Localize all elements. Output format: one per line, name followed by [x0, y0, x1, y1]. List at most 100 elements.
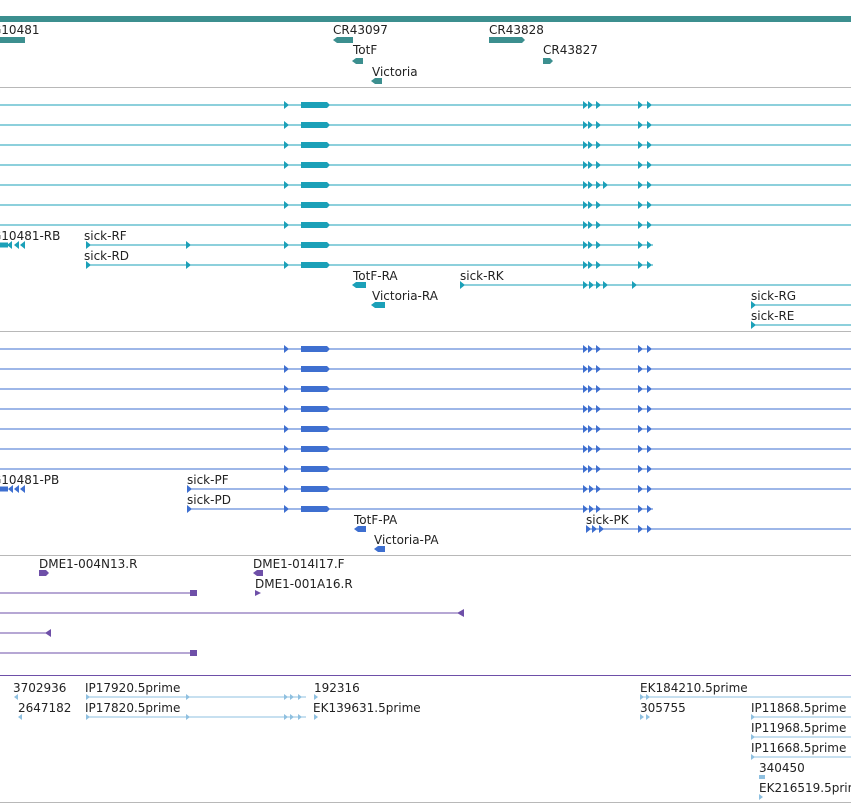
- protein-block[interactable]: [0, 486, 8, 492]
- exon-arrow[interactable]: [86, 714, 90, 720]
- coding-exon[interactable]: [301, 262, 330, 268]
- exon-arrow[interactable]: [638, 221, 643, 229]
- exon-arrow[interactable]: [596, 181, 601, 189]
- exon-arrow[interactable]: [751, 714, 755, 720]
- exon-arrow[interactable]: [596, 385, 601, 393]
- exon-arrow[interactable]: [284, 141, 289, 149]
- est-label[interactable]: IP11868.5prime: [751, 701, 847, 715]
- exon-arrow[interactable]: [647, 505, 652, 513]
- clone-glyph[interactable]: [39, 570, 49, 576]
- exon-arrow[interactable]: [290, 714, 294, 720]
- exon-arrow[interactable]: [583, 181, 588, 189]
- exon-arrow[interactable]: [638, 465, 643, 473]
- exon-arrow[interactable]: [596, 505, 601, 513]
- exon-arrow[interactable]: [596, 141, 601, 149]
- exon-arrow[interactable]: [588, 465, 593, 473]
- exon-arrow[interactable]: [583, 101, 588, 109]
- exon-arrow[interactable]: [588, 261, 593, 269]
- exon-arrow[interactable]: [186, 241, 191, 249]
- exon-arrow[interactable]: [647, 445, 652, 453]
- exon-arrow[interactable]: [596, 201, 601, 209]
- transcript-label[interactable]: sick-RD: [84, 249, 130, 263]
- exon-arrow[interactable]: [583, 405, 588, 413]
- coding-exon[interactable]: [301, 222, 330, 228]
- exon-arrow[interactable]: [14, 241, 19, 249]
- coding-exon[interactable]: [301, 406, 330, 412]
- exon-arrow[interactable]: [284, 694, 288, 700]
- exon-arrow[interactable]: [583, 121, 588, 129]
- exon-arrow[interactable]: [86, 241, 91, 249]
- exon-arrow[interactable]: [588, 121, 593, 129]
- protein-label[interactable]: sick-PD: [187, 493, 231, 507]
- exon-arrow[interactable]: [20, 485, 25, 493]
- exon-arrow[interactable]: [647, 241, 652, 249]
- coding-exon[interactable]: [301, 366, 330, 372]
- exon-arrow[interactable]: [647, 261, 652, 269]
- exon-arrow[interactable]: [638, 385, 643, 393]
- protein-label[interactable]: G10481-PB: [0, 473, 60, 487]
- exon-arrow[interactable]: [186, 694, 190, 700]
- exon-arrow[interactable]: [647, 365, 652, 373]
- exon-arrow[interactable]: [646, 694, 650, 700]
- exon-arrow[interactable]: [603, 181, 608, 189]
- exon-arrow[interactable]: [583, 425, 588, 433]
- exon-arrow[interactable]: [583, 445, 588, 453]
- clone-end[interactable]: [457, 609, 464, 617]
- clone-glyph[interactable]: [253, 570, 263, 576]
- exon-arrow[interactable]: [284, 345, 289, 353]
- coding-exon[interactable]: [301, 446, 330, 452]
- exon-arrow[interactable]: [588, 241, 593, 249]
- exon-arrow[interactable]: [583, 485, 588, 493]
- exon-arrow[interactable]: [638, 485, 643, 493]
- coding-exon[interactable]: [301, 142, 330, 148]
- exon-arrow[interactable]: [583, 385, 588, 393]
- est-label[interactable]: EK216519.5prime: [759, 781, 851, 795]
- exon-arrow[interactable]: [583, 365, 588, 373]
- exon-arrow[interactable]: [314, 694, 318, 700]
- exon-arrow[interactable]: [187, 485, 192, 493]
- exon-arrow[interactable]: [647, 121, 652, 129]
- exon-arrow[interactable]: [632, 281, 637, 289]
- exon-arrow[interactable]: [583, 161, 588, 169]
- protein-label[interactable]: TotF-PA: [354, 513, 398, 527]
- exon-arrow[interactable]: [751, 734, 755, 740]
- transcript-label[interactable]: Victoria-RA: [372, 289, 438, 303]
- coding-exon[interactable]: [301, 102, 330, 108]
- exon-arrow[interactable]: [583, 261, 588, 269]
- est-label[interactable]: 305755: [640, 701, 686, 715]
- exon-arrow[interactable]: [284, 241, 289, 249]
- protein-label[interactable]: Victoria-PA: [374, 533, 439, 547]
- exon-arrow[interactable]: [284, 465, 289, 473]
- exon-arrow[interactable]: [186, 714, 190, 720]
- transcript-label[interactable]: TotF-RA: [353, 269, 398, 283]
- exon-arrow[interactable]: [583, 465, 588, 473]
- transcript-label[interactable]: G10481-RB: [0, 229, 61, 243]
- exon-arrow[interactable]: [596, 281, 601, 289]
- est-label[interactable]: IP11968.5prime: [751, 721, 847, 735]
- gene-label[interactable]: Victoria: [372, 65, 418, 79]
- exon-arrow[interactable]: [7, 241, 12, 249]
- exon-arrow[interactable]: [588, 365, 593, 373]
- transcript-glyph[interactable]: [371, 302, 385, 308]
- exon-arrow[interactable]: [86, 694, 90, 700]
- gene-glyph[interactable]: [371, 78, 382, 84]
- exon-arrow[interactable]: [284, 405, 289, 413]
- gene-glyph[interactable]: [489, 37, 525, 43]
- chromosome-bar[interactable]: [0, 16, 851, 22]
- exon-arrow[interactable]: [583, 281, 588, 289]
- exon-arrow[interactable]: [638, 141, 643, 149]
- clone-label[interactable]: DME1-004N13.R: [39, 557, 138, 571]
- exon-arrow[interactable]: [640, 714, 644, 720]
- transcript-label[interactable]: sick-RK: [460, 269, 504, 283]
- gene-glyph[interactable]: [543, 58, 553, 64]
- exon-arrow[interactable]: [284, 485, 289, 493]
- coding-exon[interactable]: [301, 466, 330, 472]
- exon-arrow[interactable]: [18, 714, 22, 720]
- exon-arrow[interactable]: [284, 714, 288, 720]
- exon-arrow[interactable]: [751, 754, 755, 760]
- est-label[interactable]: EK184210.5prime: [640, 681, 748, 695]
- exon-arrow[interactable]: [284, 201, 289, 209]
- exon-arrow[interactable]: [647, 405, 652, 413]
- exon-arrow[interactable]: [284, 101, 289, 109]
- gene-glyph[interactable]: [352, 58, 363, 64]
